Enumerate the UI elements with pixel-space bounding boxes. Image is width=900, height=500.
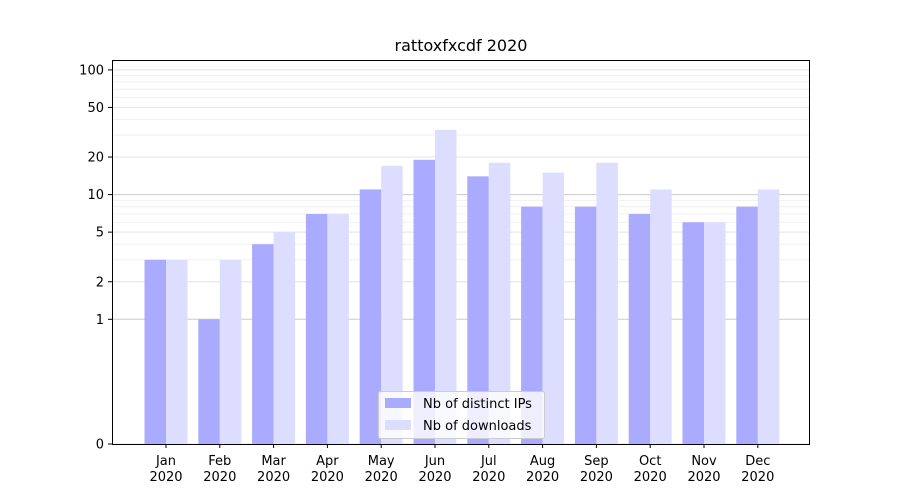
- bar-downloads-4: [327, 213, 349, 444]
- y-tick-label: 100: [79, 63, 104, 78]
- bar-downloads-12: [757, 189, 780, 444]
- y-tick-label: 5: [96, 226, 104, 241]
- bar-downloads-11: [704, 222, 726, 444]
- legend: Nb of distinct IPs Nb of downloads: [378, 391, 545, 439]
- bar-downloads-3: [273, 232, 296, 444]
- bar-distinct-ips-2: [198, 319, 220, 444]
- bar-distinct-ips-6: [413, 159, 435, 444]
- legend-swatch-downloads: [385, 420, 411, 430]
- plot-frame: [112, 60, 810, 445]
- y-axis: 0 1 2 5 10 20 50 100: [79, 63, 112, 453]
- bar-downloads-6: [435, 129, 457, 444]
- bar-downloads-5: [381, 165, 403, 444]
- x-tick-label: Apr 2020: [311, 454, 344, 485]
- legend-swatch-distinct-ips: [385, 398, 411, 408]
- bar-downloads-2: [219, 259, 242, 444]
- bar-distinct-ips-4: [305, 213, 328, 444]
- y-tick-label: 2: [96, 275, 104, 290]
- x-tick-label: Jan 2020: [149, 454, 182, 485]
- legend-box: [378, 391, 545, 439]
- bar-distinct-ips-1: [144, 259, 166, 444]
- bar-distinct-ips-11: [682, 222, 704, 444]
- x-tick-label: Oct 2020: [634, 454, 667, 485]
- bar-downloads-10: [650, 189, 672, 444]
- x-tick-label: Jul 2020: [472, 454, 505, 485]
- y-tick-label: 50: [87, 101, 104, 116]
- y-tick-label: 1: [96, 313, 104, 328]
- bar-downloads-7: [488, 162, 511, 444]
- bar-distinct-ips-7: [467, 176, 489, 444]
- x-tick-label: Sep 2020: [580, 454, 613, 485]
- x-tick-label: Jun 2020: [418, 454, 451, 485]
- bar-distinct-ips-12: [736, 206, 758, 444]
- x-tick-label: Aug 2020: [526, 454, 559, 485]
- bar-distinct-ips-10: [628, 213, 651, 444]
- bar-downloads-8: [542, 172, 565, 444]
- x-axis: Jan 2020 Feb 2020 Mar 2020 Apr 2020 May 2020 Jun 20…: [149, 444, 774, 485]
- x-tick-label: Mar 2020: [257, 454, 290, 485]
- legend-label-distinct-ips: Nb of distinct IPs: [423, 397, 532, 412]
- y-tick-label: 0: [96, 438, 104, 453]
- bar-downloads-1: [166, 259, 188, 444]
- chart-title: rattoxfxcdf 2020: [395, 36, 528, 55]
- bar-distinct-ips-8: [521, 206, 543, 444]
- bars: [144, 129, 780, 444]
- x-tick-label: Nov 2020: [687, 454, 720, 485]
- bar-downloads-9: [596, 162, 618, 444]
- bar-distinct-ips-3: [252, 244, 274, 444]
- bar-distinct-ips-9: [574, 206, 597, 444]
- y-tick-label: 20: [87, 151, 104, 166]
- y-tick-label: 10: [87, 188, 104, 203]
- grid-lines: [112, 69, 809, 445]
- x-tick-label: May 2020: [365, 454, 398, 485]
- legend-label-downloads: Nb of downloads: [423, 419, 532, 434]
- bar-distinct-ips-5: [359, 189, 382, 444]
- x-tick-label: Feb 2020: [203, 454, 236, 485]
- x-tick-label: Dec 2020: [741, 454, 774, 485]
